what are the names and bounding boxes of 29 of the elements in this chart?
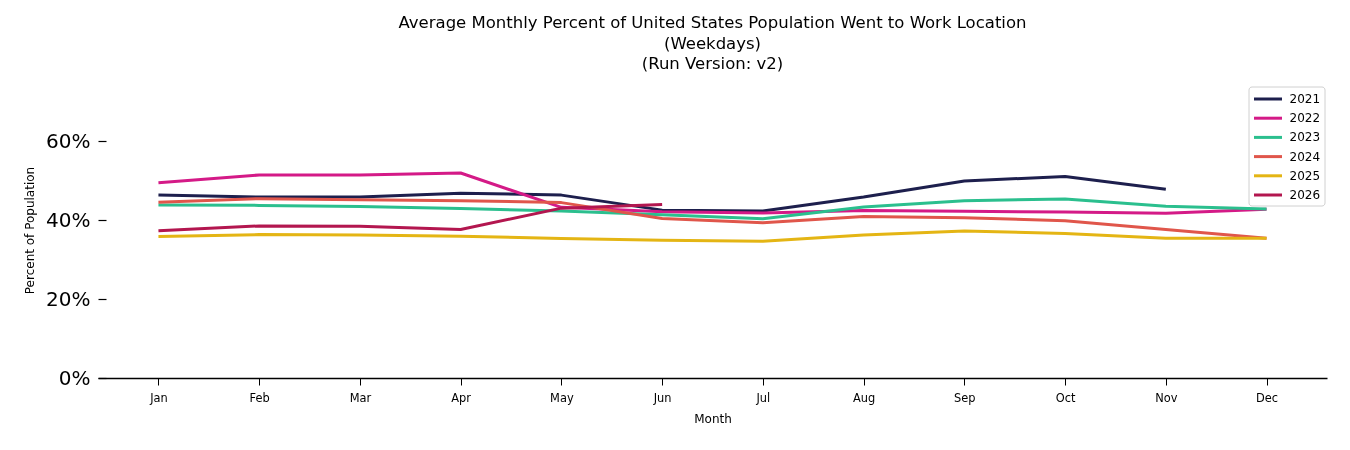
legend-label: 2026 [1289, 188, 1321, 202]
chart-title: Average Monthly Percent of United States Population Went to Work Location (Weekdays) (Run Version: v2) [398, 13, 1027, 73]
y-tick-label: 60% [46, 128, 91, 153]
x-tick-label: Dec [1256, 390, 1279, 405]
y-tick-label: 20% [46, 286, 91, 311]
legend-label: 2021 [1289, 92, 1321, 106]
line-series [156, 229, 1269, 243]
x-tick-label: Jan [149, 390, 168, 405]
x-axis-title: Month [694, 411, 732, 426]
legend-label: 2024 [1289, 149, 1321, 164]
y-axis-title: Percent of Population [23, 166, 38, 295]
line-series [156, 197, 1269, 221]
x-tick-label: Mar [349, 390, 372, 405]
x-tick-label: Oct [1055, 390, 1076, 405]
x-tick-label: Nov [1155, 390, 1178, 405]
x-tick-label: Apr [451, 390, 472, 405]
line-series [156, 175, 1168, 213]
y-tick-label: 0% [58, 365, 91, 390]
x-tick-label: Jun [652, 390, 672, 405]
legend-label: 2023 [1289, 130, 1321, 145]
x-tick-label: Sep [954, 390, 976, 405]
x-tick-label: Aug [852, 390, 876, 405]
legend-label: 2025 [1289, 168, 1321, 183]
x-tick-label: Feb [249, 390, 270, 405]
line-series [156, 203, 664, 233]
x-tick-label: Jul [755, 390, 771, 405]
x-tick-label: May [550, 390, 574, 405]
y-tick-label: 40% [46, 207, 91, 232]
legend-label: 2022 [1289, 111, 1321, 126]
